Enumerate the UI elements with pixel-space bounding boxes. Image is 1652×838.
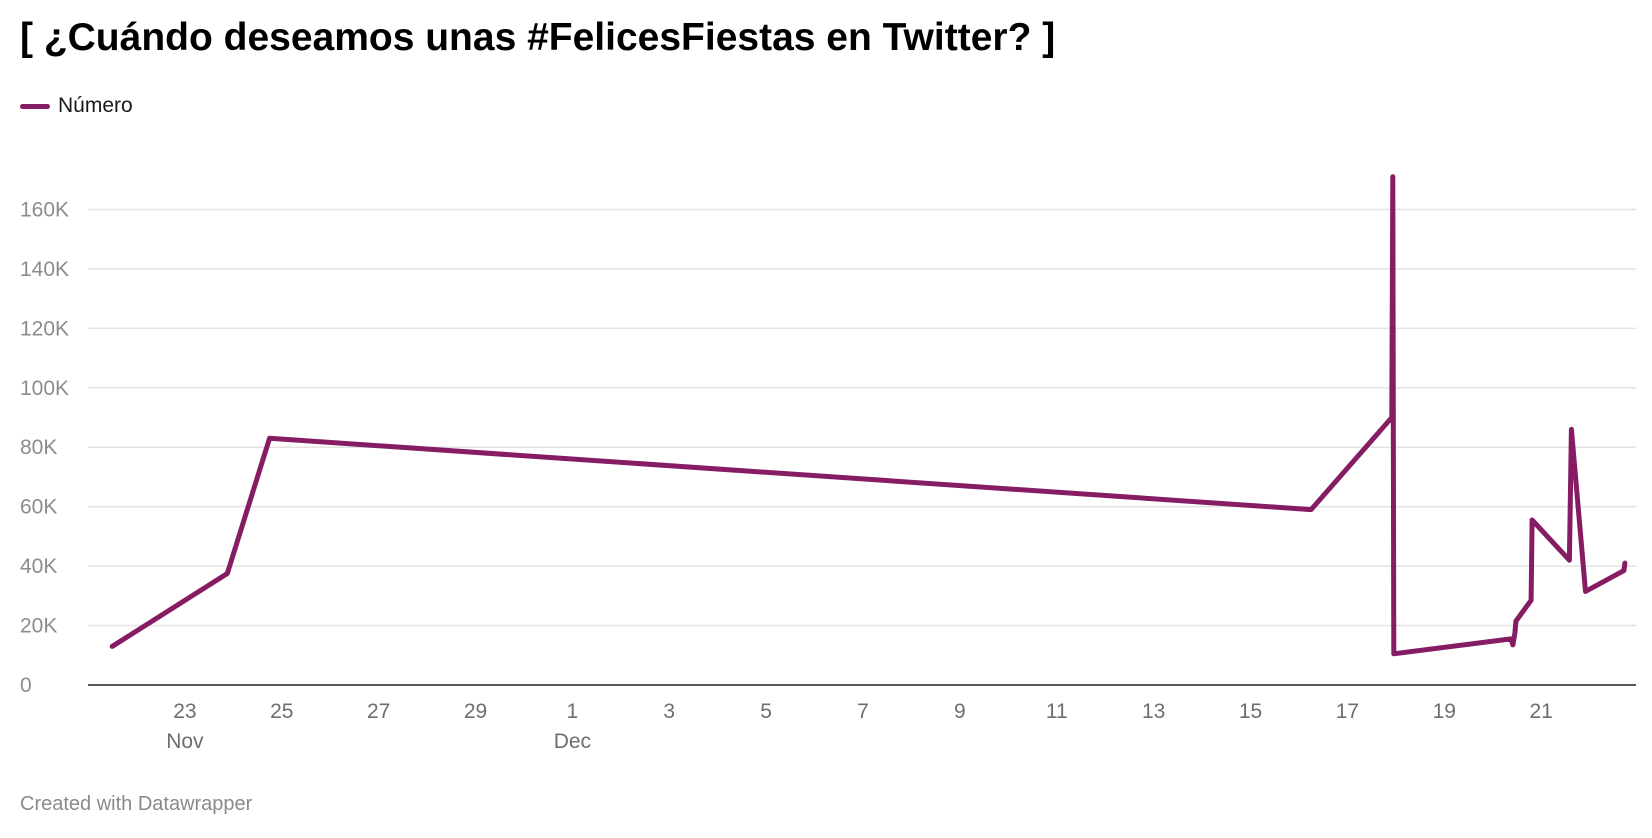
x-axis-ticks: 23 Nov 25 27 29 1 Dec 3 5 7 9 11 13 15 17 19 21 [166, 700, 1553, 753]
x-tick-label: 5 [760, 700, 772, 723]
x-tick-label: 15 [1239, 700, 1262, 723]
y-tick-label: 80K [20, 436, 57, 459]
y-tick-label: 140K [20, 258, 69, 281]
y-tick-label: 20K [20, 615, 57, 638]
x-tick-label: 7 [857, 700, 869, 723]
series-line-numero [109, 174, 1628, 657]
legend-label: Número [58, 94, 133, 117]
x-tick-label: 1 [567, 700, 579, 723]
x-tick-label: 25 [270, 700, 293, 723]
y-axis-ticks: 0 20K 40K 60K 80K 100K 120K 140K 160K [20, 198, 69, 697]
gridlines [88, 208, 1636, 627]
legend-swatch [20, 103, 50, 109]
x-tick-sublabel: Nov [166, 730, 204, 753]
x-tick-label: 21 [1529, 700, 1552, 723]
x-tick-label: 27 [367, 700, 390, 723]
legend: Número [20, 94, 133, 118]
x-tick-sublabel: Dec [554, 730, 591, 753]
y-tick-label: 120K [20, 317, 69, 340]
series-layer [109, 174, 1628, 657]
y-tick-label: 160K [20, 198, 69, 221]
y-tick-label: 40K [20, 555, 57, 578]
chart-title: [ ¿Cuándo deseamos unas #FelicesFiestas … [20, 16, 1056, 59]
y-tick-label: 0 [20, 674, 32, 697]
x-tick-label: 19 [1433, 700, 1456, 723]
x-tick-label: 3 [663, 700, 675, 723]
x-tick-label: 17 [1336, 700, 1359, 723]
x-tick-label: 9 [954, 700, 966, 723]
footer-credit: Created with Datawrapper [20, 793, 253, 815]
x-tick-label: 29 [464, 700, 487, 723]
y-tick-label: 60K [20, 496, 57, 519]
x-tick-label: 13 [1142, 700, 1165, 723]
x-tick-label: 23 [173, 700, 196, 723]
x-tick-label: 11 [1046, 700, 1068, 723]
y-tick-label: 100K [20, 377, 69, 400]
